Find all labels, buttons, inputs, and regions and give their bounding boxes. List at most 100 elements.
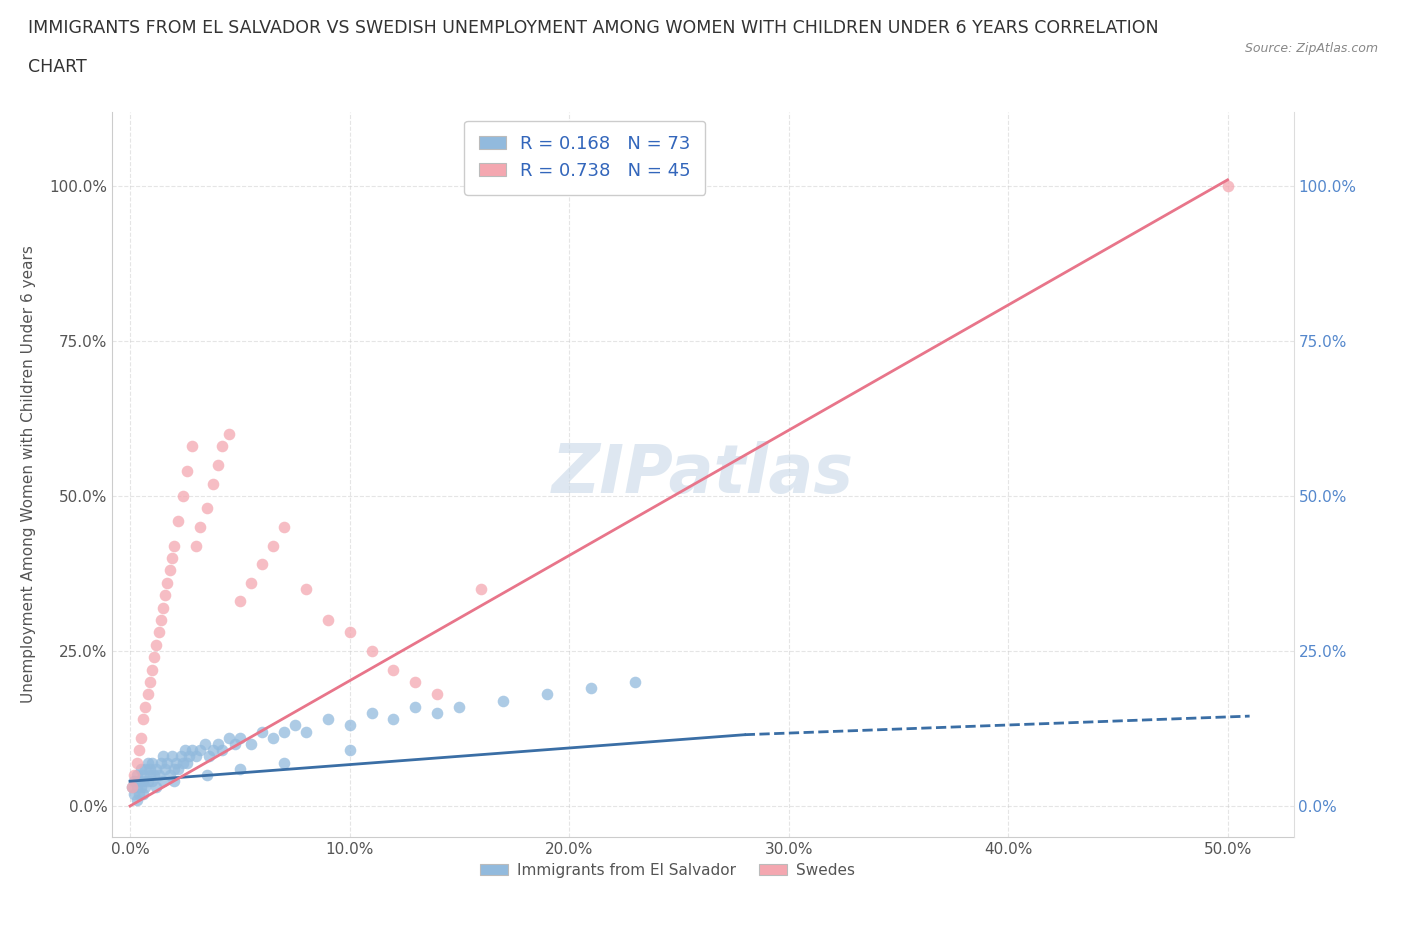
Point [145, 780, 167, 795]
Point [129, 730, 152, 745]
Point [579, 681, 602, 696]
Point [195, 501, 218, 516]
Point [188, 520, 211, 535]
Point [124, 767, 146, 782]
Point [172, 755, 194, 770]
Point [449, 699, 471, 714]
Point [207, 737, 229, 751]
Point [180, 439, 202, 454]
Text: ZIPatlas: ZIPatlas [553, 442, 853, 507]
Text: CHART: CHART [28, 58, 87, 75]
Point [159, 767, 181, 782]
Point [176, 755, 198, 770]
Point [149, 755, 172, 770]
Point [339, 743, 361, 758]
Text: IMMIGRANTS FROM EL SALVADOR VS SWEDISH UNEMPLOYMENT AMONG WOMEN WITH CHILDREN UN: IMMIGRANTS FROM EL SALVADOR VS SWEDISH U… [28, 19, 1159, 36]
Point [262, 730, 284, 745]
Point [202, 743, 225, 758]
Point [149, 613, 172, 628]
Point [128, 743, 150, 758]
Point [273, 520, 295, 535]
Point [163, 774, 186, 789]
Point [128, 774, 150, 789]
Point [139, 762, 162, 777]
Point [132, 786, 155, 801]
Point [134, 780, 156, 795]
Point [229, 762, 252, 777]
Point [132, 767, 155, 782]
Point [169, 749, 191, 764]
Point [218, 730, 240, 745]
Point [195, 767, 218, 782]
Point [167, 513, 190, 528]
Point [163, 538, 186, 553]
Point [176, 464, 198, 479]
Point [284, 718, 307, 733]
Point [124, 786, 146, 801]
Point [250, 557, 273, 572]
Point [382, 662, 405, 677]
Point [153, 588, 176, 603]
Point [207, 458, 229, 472]
Point [188, 743, 211, 758]
Point [153, 762, 176, 777]
Point [218, 427, 240, 442]
Point [121, 780, 143, 795]
Legend: Immigrants from El Salvador, Swedes: Immigrants from El Salvador, Swedes [474, 857, 860, 884]
Point [262, 538, 284, 553]
Point [360, 706, 382, 721]
Point [167, 762, 190, 777]
Point [128, 786, 150, 801]
Point [125, 780, 148, 795]
Point [360, 644, 382, 658]
Point [470, 581, 492, 596]
Point [141, 755, 163, 770]
Point [139, 767, 162, 782]
Point [148, 625, 170, 640]
Point [224, 737, 246, 751]
Point [145, 762, 167, 777]
Point [125, 767, 148, 782]
Point [404, 674, 426, 689]
Point [211, 743, 233, 758]
Point [132, 711, 155, 726]
Point [152, 749, 174, 764]
Point [172, 488, 194, 503]
Point [536, 687, 558, 702]
Point [152, 774, 174, 789]
Point [129, 780, 152, 795]
Point [239, 576, 262, 591]
Point [211, 439, 233, 454]
Point [141, 662, 163, 677]
Point [426, 706, 449, 721]
Point [294, 724, 316, 739]
Point [492, 693, 515, 708]
Point [143, 767, 166, 782]
Point [163, 762, 186, 777]
Point [624, 674, 647, 689]
Point [132, 774, 155, 789]
Point [194, 737, 217, 751]
Point [139, 674, 162, 689]
Point [156, 576, 179, 591]
Point [239, 737, 262, 751]
Point [339, 625, 361, 640]
Point [152, 600, 174, 615]
Point [129, 762, 152, 777]
Point [134, 699, 156, 714]
Text: Source: ZipAtlas.com: Source: ZipAtlas.com [1244, 42, 1378, 55]
Point [156, 755, 179, 770]
Point [316, 613, 339, 628]
Point [145, 637, 167, 652]
Point [229, 730, 252, 745]
Point [136, 774, 159, 789]
Point [198, 749, 221, 764]
Point [202, 476, 225, 491]
Point [165, 755, 187, 770]
Point [404, 699, 426, 714]
Point [339, 718, 361, 733]
Y-axis label: Unemployment Among Women with Children Under 6 years: Unemployment Among Women with Children U… [21, 246, 35, 703]
Point [148, 767, 170, 782]
Point [160, 749, 183, 764]
Point [184, 749, 207, 764]
